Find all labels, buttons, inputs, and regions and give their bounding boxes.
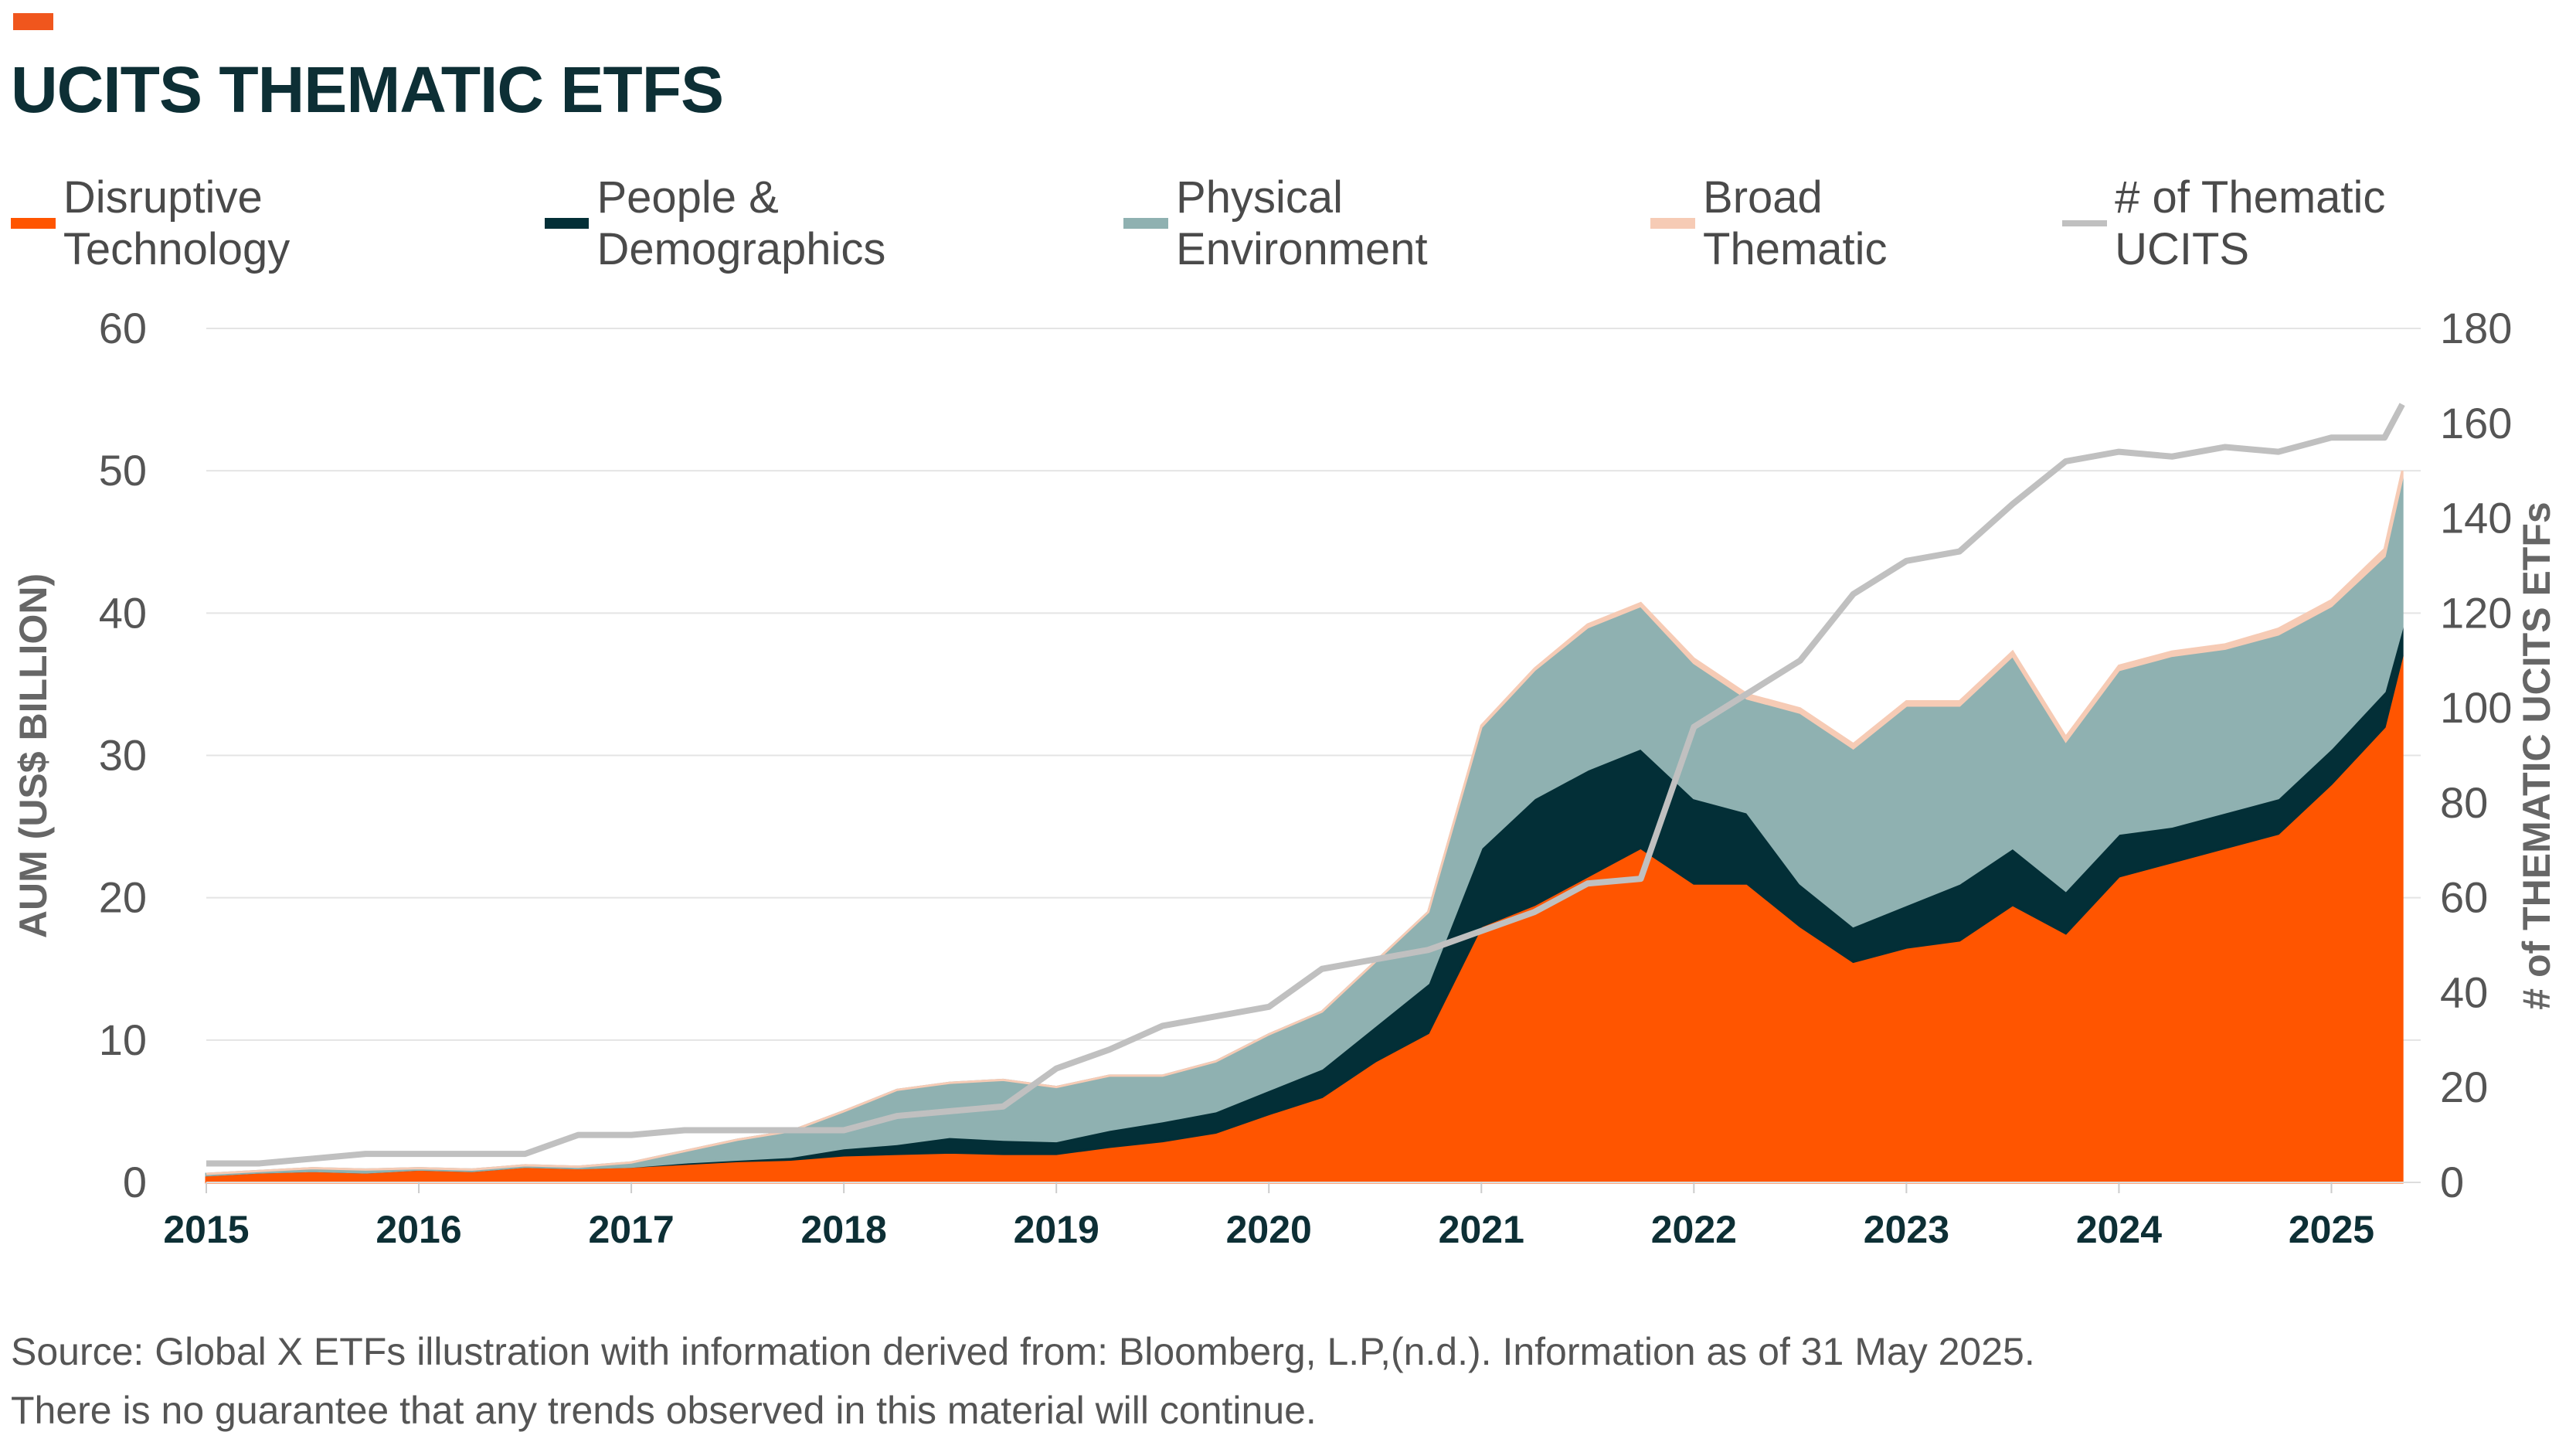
y2-tick-label: 20 — [2440, 1063, 2488, 1111]
x-tick-label: 2021 — [1439, 1208, 1524, 1251]
y-tick-label: 10 — [99, 1015, 147, 1064]
legend: Disruptive Technology People & Demograph… — [11, 172, 2576, 275]
area-broad-thematic — [206, 470, 2404, 1175]
y2-tick-label: 160 — [2440, 399, 2512, 447]
y-tick-label: 30 — [99, 731, 147, 780]
y-tick-label: 60 — [99, 304, 147, 352]
x-tick-label: 2020 — [1226, 1208, 1312, 1251]
y-tick-label: 20 — [99, 873, 147, 922]
legend-swatch — [1123, 218, 1169, 229]
title-accent-bar — [13, 13, 53, 30]
legend-item-thematic-count: # of Thematic UCITS — [2062, 172, 2531, 275]
x-tick-label: 2022 — [1651, 1208, 1737, 1251]
x-tick-label: 2023 — [1864, 1208, 1949, 1251]
y2-tick-label: 140 — [2440, 494, 2512, 543]
y2-axis-title: # of THEMATIC UCITS ETFs — [2515, 502, 2558, 1009]
legend-label: Disruptive Technology — [63, 172, 291, 274]
legend-swatch — [1650, 218, 1696, 229]
legend-swatch — [544, 218, 590, 229]
legend-label: Broad Thematic — [1703, 172, 1888, 274]
line-thematic-ucits-count — [206, 403, 2405, 1167]
x-tick-label: 2025 — [2289, 1208, 2374, 1251]
chart-title: UCITS THEMATIC ETFS — [11, 53, 724, 126]
x-tick-label: 2015 — [163, 1208, 249, 1251]
x-tick-label: 2018 — [801, 1208, 887, 1251]
x-tick-label: 2016 — [376, 1208, 461, 1251]
x-tick-label: 2019 — [1014, 1208, 1099, 1251]
legend-item-disruptive-technology: Disruptive Technology — [11, 172, 500, 275]
y2-tick-label: 180 — [2440, 304, 2512, 352]
x-tick-label: 2024 — [2076, 1208, 2162, 1251]
legend-swatch — [2062, 220, 2108, 226]
legend-label: People & Demographics — [596, 172, 886, 274]
y2-tick-label: 120 — [2440, 588, 2512, 637]
y-tick-label: 50 — [99, 446, 147, 495]
footnote-disclaimer: There is no guarantee that any trends ob… — [11, 1389, 1317, 1432]
legend-item-broad-thematic: Broad Thematic — [1650, 172, 2017, 275]
legend-item-people-demographics: People & Demographics — [544, 172, 1079, 275]
y-tick-label: 0 — [123, 1158, 147, 1206]
x-tick-label: 2017 — [588, 1208, 674, 1251]
legend-label: # of Thematic UCITS — [2115, 172, 2386, 274]
legend-item-physical-environment: Physical Environment — [1123, 172, 1606, 275]
y2-tick-label: 100 — [2440, 683, 2512, 732]
y2-tick-label: 40 — [2440, 968, 2488, 1016]
y2-tick-label: 0 — [2440, 1158, 2464, 1206]
y-tick-label: 40 — [99, 588, 147, 637]
legend-swatch — [11, 218, 56, 229]
legend-label: Physical Environment — [1176, 172, 1428, 274]
footnote-source: Source: Global X ETFs illustration with … — [11, 1330, 2035, 1373]
y-axis-title: AUM (US$ BILLION) — [12, 573, 55, 938]
y2-tick-label: 60 — [2440, 873, 2488, 922]
y2-tick-label: 80 — [2440, 778, 2488, 827]
